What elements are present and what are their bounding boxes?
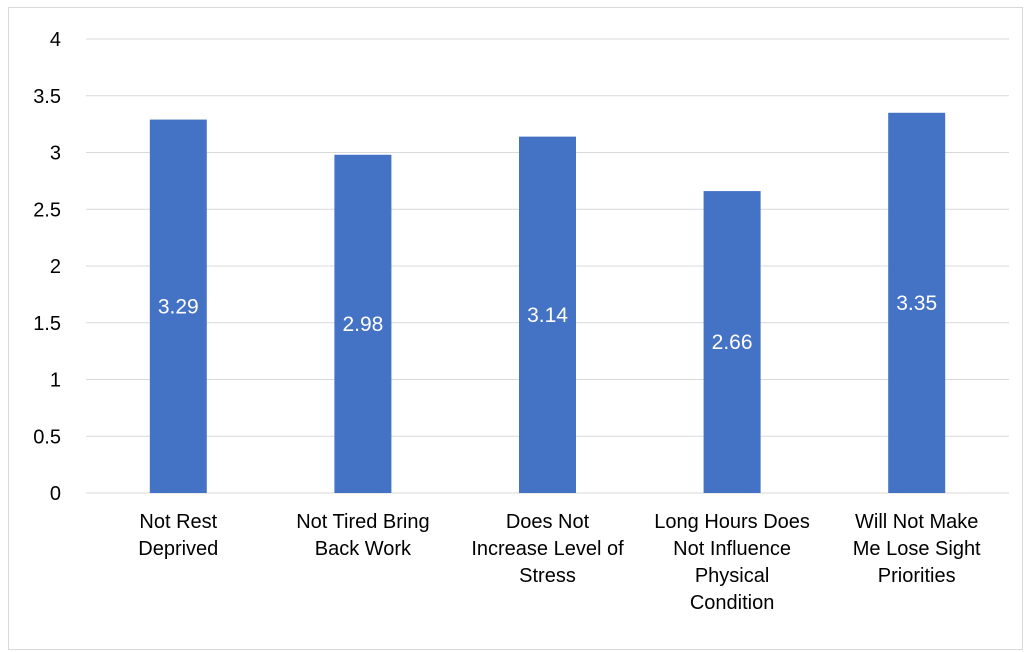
x-tick-label: Will Not Make Me Lose Sight Priorities [853,511,981,587]
chart-frame: 0 0.5 1 1.5 2 2.5 3 3.5 4 3.29 Not Rest Deprived 2.9… [8,7,1023,650]
x-tick-label: Not Rest Deprived [138,511,218,560]
y-tick-label: 0 [50,483,61,505]
x-tick-label-line: Condition [690,592,775,614]
y-tick-label: 2 [50,256,61,278]
bar [519,136,576,494]
x-tick-label-line: Long Hours Does [654,511,810,533]
x-tick-label-line: Me Lose Sight [853,538,981,560]
bar [888,112,946,494]
y-tick-label: 1.5 [33,313,61,335]
x-tick-label-line: Stress [519,565,576,587]
x-tick-label-line: Not Tired Bring [296,511,429,533]
x-tick-label-line: Back Work [315,538,412,560]
x-tick-label-line: Does Not [506,511,590,533]
data-label: 3.14 [527,304,568,327]
y-tick-label: 2.5 [33,199,61,221]
data-label: 2.66 [712,331,753,354]
x-tick-label-line: Not Rest [139,511,217,533]
data-label: 3.35 [896,292,937,315]
y-tick-label: 3.5 [33,86,61,108]
bar [334,154,392,493]
x-tick-label: Not Tired Bring Back Work [296,511,429,560]
x-tick-label-line: Not Influence [673,538,791,560]
y-tick-label: 3 [50,143,61,165]
y-tick-label: 4 [50,29,61,51]
data-label: 2.98 [342,313,383,336]
x-tick-label-line: Deprived [138,538,218,560]
bar-chart: 0 0.5 1 1.5 2 2.5 3 3.5 4 3.29 Not Rest Deprived 2.9… [33,29,1009,614]
x-tick-label: Long Hours Does Not Influence Physical Cond… [654,511,810,614]
x-tick-label: Does Not Increase Level of Stress [471,511,624,587]
x-tick-label-line: Priorities [878,565,956,587]
data-label: 3.29 [158,295,199,318]
x-tick-label-line: Will Not Make [855,511,978,533]
bar [703,191,761,493]
y-tick-label: 1 [50,370,61,392]
y-tick-label: 0.5 [33,426,61,448]
x-tick-label-line: Physical [695,565,769,587]
bar [149,119,207,494]
x-tick-label-line: Increase Level of [471,538,624,560]
